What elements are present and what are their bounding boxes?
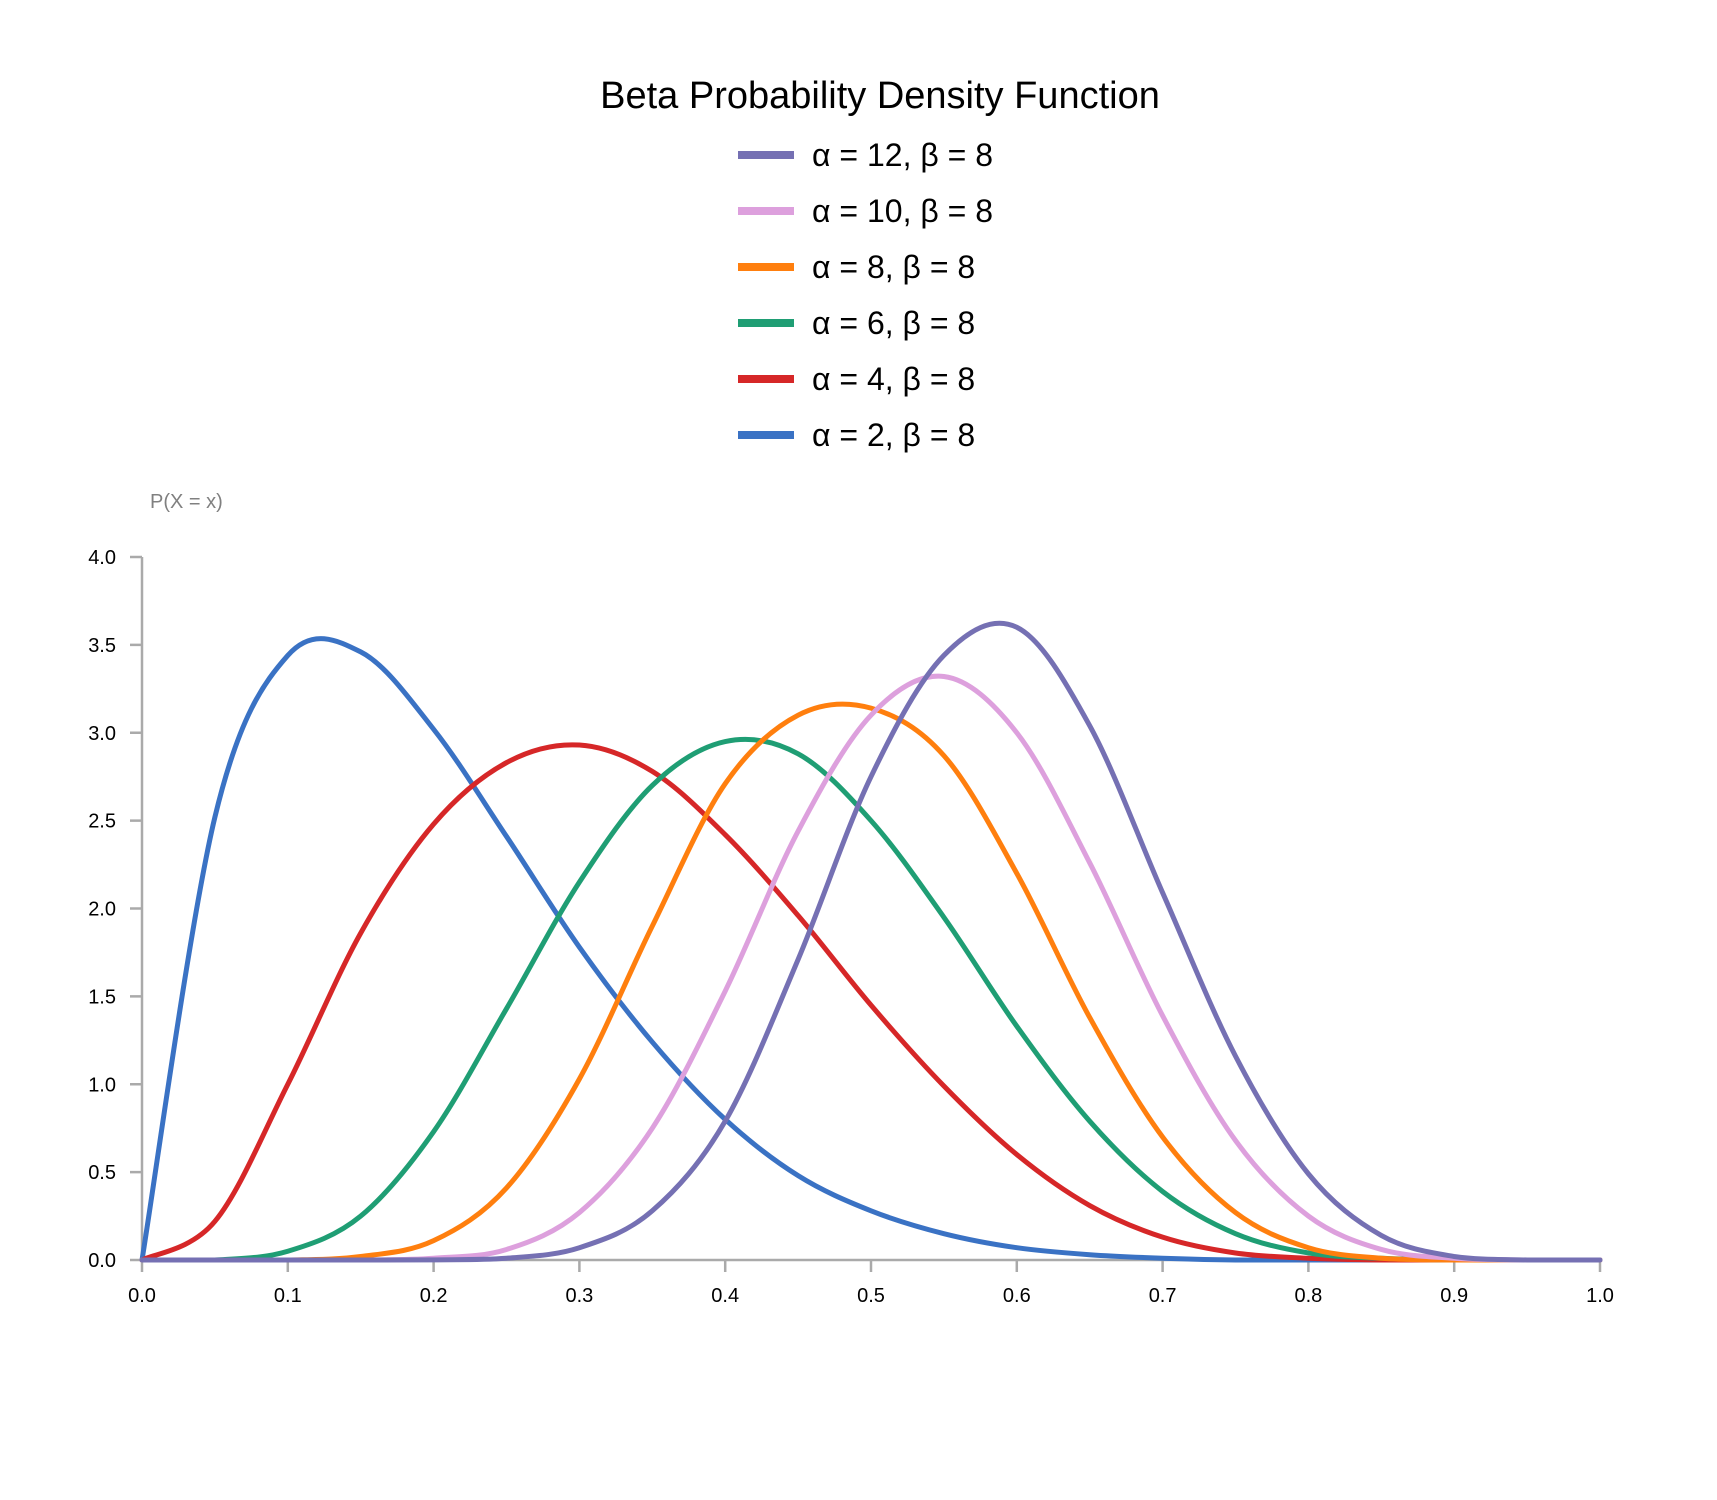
series-line — [139, 673, 1603, 1263]
y-tick-label: 0.0 — [88, 1250, 116, 1272]
legend-label: α = 10, β = 8 — [812, 193, 993, 229]
y-tick-label: 1.5 — [88, 986, 116, 1008]
legend-item: α = 6, β = 8 — [738, 305, 975, 341]
series-line — [139, 742, 1603, 1263]
y-tick-label: 1.0 — [88, 1074, 116, 1096]
legend-item: α = 8, β = 8 — [738, 249, 975, 285]
y-tick-label: 0.5 — [88, 1162, 116, 1184]
legend-item: α = 10, β = 8 — [738, 193, 993, 229]
legend-item: α = 4, β = 8 — [738, 361, 975, 397]
y-tick-label: 2.0 — [88, 899, 116, 921]
x-tick-label: 0.6 — [1003, 1285, 1031, 1307]
legend-item: α = 12, β = 8 — [738, 137, 993, 173]
y-tick-label: 4.0 — [88, 547, 116, 569]
x-tick-label: 0.8 — [1294, 1285, 1322, 1307]
x-tick-label: 0.9 — [1440, 1285, 1468, 1307]
y-tick-label: 3.0 — [88, 723, 116, 745]
x-axis: 0.0 0.1 0.2 0.3 0.4 0.5 0.6 0.7 0.8 0.9 1.0 — [128, 1258, 1614, 1307]
x-tick-label: 0.5 — [857, 1285, 885, 1307]
series-line — [139, 636, 1603, 1263]
series-line — [139, 620, 1603, 1263]
y-axis-label: P(X = x) — [150, 491, 223, 513]
legend: α = 12, β = 8 α = 10, β = 8 α = 8, β = 8 α … — [738, 137, 993, 453]
legend-label: α = 2, β = 8 — [812, 417, 975, 453]
x-tick-label: 1.0 — [1586, 1285, 1614, 1307]
chart-title: Beta Probability Density Function — [600, 75, 1160, 117]
x-tick-label: 0.2 — [420, 1285, 448, 1307]
series-line — [139, 701, 1603, 1263]
series-line — [139, 736, 1603, 1263]
plot-area — [139, 620, 1603, 1263]
y-tick-label: 3.5 — [88, 635, 116, 657]
y-axis: 0.0 0.5 1.0 1.5 2.0 2.5 3.0 3.5 4.0 — [88, 547, 144, 1272]
y-tick-label: 2.5 — [88, 811, 116, 833]
legend-label: α = 8, β = 8 — [812, 249, 975, 285]
x-tick-label: 0.1 — [274, 1285, 302, 1307]
x-tick-label: 0.4 — [711, 1285, 739, 1307]
x-tick-label: 0.3 — [565, 1285, 593, 1307]
x-tick-label: 0.0 — [128, 1285, 156, 1307]
legend-label: α = 12, β = 8 — [812, 137, 993, 173]
legend-item: α = 2, β = 8 — [738, 417, 975, 453]
legend-label: α = 4, β = 8 — [812, 361, 975, 397]
legend-label: α = 6, β = 8 — [812, 305, 975, 341]
x-tick-label: 0.7 — [1149, 1285, 1177, 1307]
